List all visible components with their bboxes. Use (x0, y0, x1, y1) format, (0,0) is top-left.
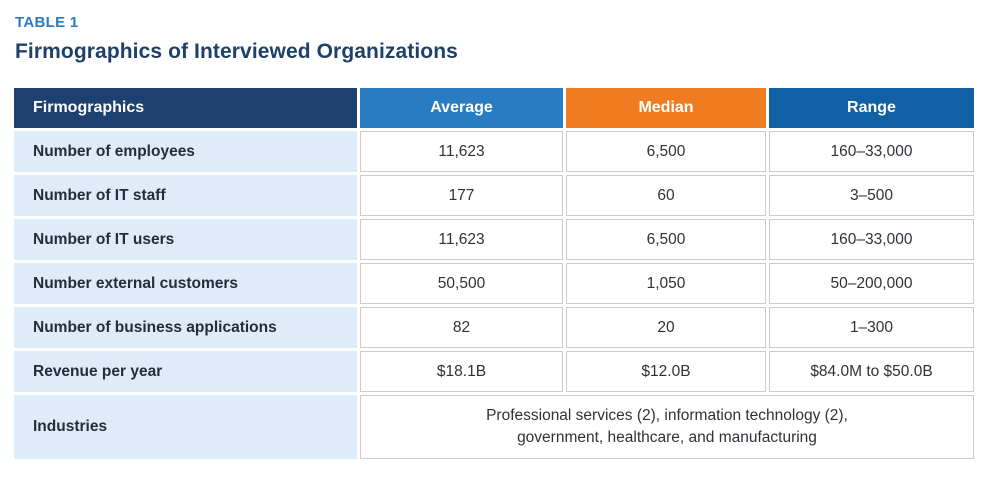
firmographics-table: Firmographics Average Median Range Numbe… (11, 85, 977, 462)
cell-average: $18.1B (360, 351, 563, 392)
table-row: Number of IT users 11,623 6,500 160–33,0… (14, 219, 974, 260)
row-label: Number of IT staff (14, 175, 357, 216)
page-title: Firmographics of Interviewed Organizatio… (15, 40, 458, 63)
row-label: Industries (14, 395, 357, 459)
column-header-median: Median (566, 88, 766, 128)
cell-median: 60 (566, 175, 766, 216)
table-row: Number of employees 11,623 6,500 160–33,… (14, 131, 974, 172)
header-row: Firmographics Average Median Range (14, 88, 974, 128)
table-row: Revenue per year $18.1B $12.0B $84.0M to… (14, 351, 974, 392)
row-label: Number of business applications (14, 307, 357, 348)
row-label: Revenue per year (14, 351, 357, 392)
cell-median: $12.0B (566, 351, 766, 392)
cell-median: 6,500 (566, 219, 766, 260)
row-label: Number of employees (14, 131, 357, 172)
cell-median: 6,500 (566, 131, 766, 172)
cell-average: 11,623 (360, 219, 563, 260)
column-header-average: Average (360, 88, 563, 128)
table-row: Number external customers 50,500 1,050 5… (14, 263, 974, 304)
cell-range: 1–300 (769, 307, 974, 348)
table-eyebrow: TABLE 1 (15, 14, 79, 31)
cell-range: 160–33,000 (769, 219, 974, 260)
cell-industries-value: Professional services (2), information t… (360, 395, 974, 459)
column-header-range: Range (769, 88, 974, 128)
cell-average: 11,623 (360, 131, 563, 172)
row-label: Number external customers (14, 263, 357, 304)
column-header-firmographics: Firmographics (14, 88, 357, 128)
cell-range: 50–200,000 (769, 263, 974, 304)
industries-text: Professional services (2), information t… (486, 407, 848, 446)
cell-average: 50,500 (360, 263, 563, 304)
cell-average: 82 (360, 307, 563, 348)
table-row-industries: Industries Professional services (2), in… (14, 395, 974, 459)
table-row: Number of business applications 82 20 1–… (14, 307, 974, 348)
cell-range: 160–33,000 (769, 131, 974, 172)
cell-range: $84.0M to $50.0B (769, 351, 974, 392)
cell-range: 3–500 (769, 175, 974, 216)
cell-median: 1,050 (566, 263, 766, 304)
row-label: Number of IT users (14, 219, 357, 260)
table-row: Number of IT staff 177 60 3–500 (14, 175, 974, 216)
cell-median: 20 (566, 307, 766, 348)
page: TABLE 1 Firmographics of Interviewed Org… (11, 14, 977, 462)
cell-average: 177 (360, 175, 563, 216)
